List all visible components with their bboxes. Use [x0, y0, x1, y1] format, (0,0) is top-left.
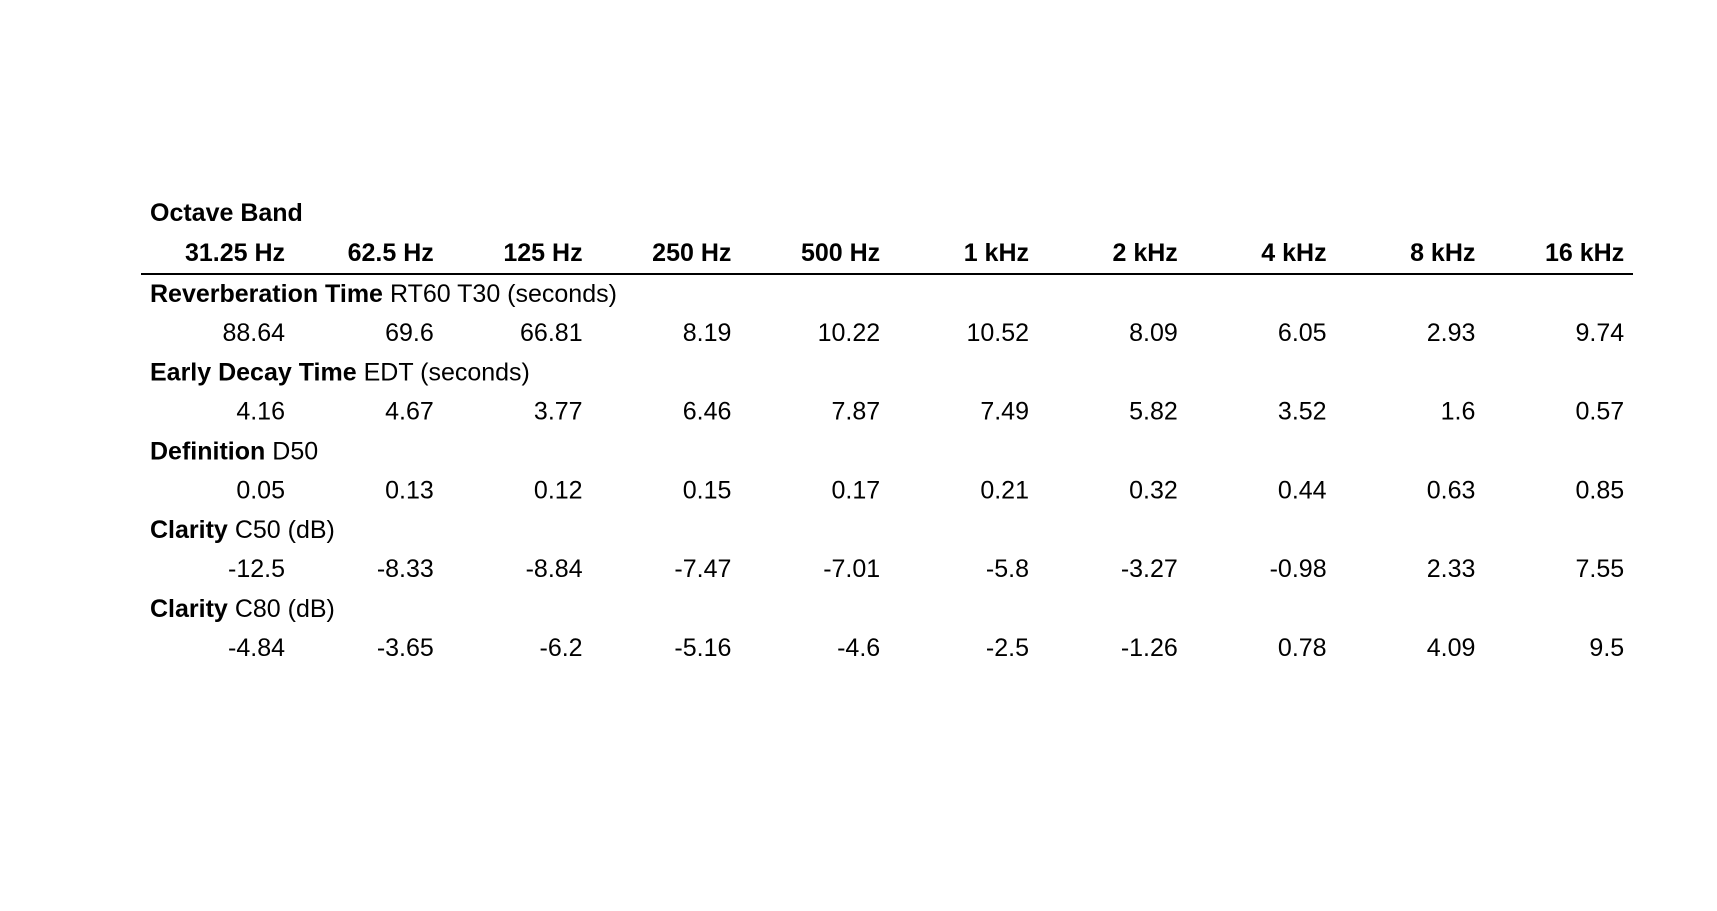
cell-value: 0.44 — [1278, 476, 1327, 504]
column-header: 8 kHz — [1410, 239, 1475, 267]
section-label-bold: Early Decay Time — [150, 359, 357, 387]
section-label-rest: C50 (dB) — [235, 516, 335, 544]
cell-value: 0.15 — [683, 476, 732, 504]
cell-value: 4.09 — [1427, 634, 1476, 662]
cell-value: -5.16 — [674, 634, 731, 662]
section-label-rest: EDT (seconds) — [364, 359, 530, 387]
section-label-rest: D50 — [272, 437, 318, 465]
section-label: Definition D50 — [150, 437, 318, 465]
cell-value: -8.33 — [377, 555, 434, 583]
cell-value: 0.32 — [1129, 476, 1178, 504]
column-header: 62.5 Hz — [348, 239, 434, 267]
cell-value: 5.82 — [1129, 398, 1178, 426]
cell-value: -6.2 — [540, 634, 583, 662]
column-header: 16 kHz — [1545, 239, 1624, 267]
cell-value: 0.85 — [1576, 476, 1625, 504]
cell-value: -3.27 — [1121, 555, 1178, 583]
table-title: Octave Band — [150, 199, 303, 227]
section-label: Clarity C50 (dB) — [150, 516, 335, 544]
cell-value: 6.46 — [683, 398, 732, 426]
section-label-rest: C80 (dB) — [235, 595, 335, 623]
cell-value: -3.65 — [377, 634, 434, 662]
cell-value: 10.52 — [966, 319, 1029, 347]
cell-value: 3.52 — [1278, 398, 1327, 426]
cell-value: 9.5 — [1589, 634, 1624, 662]
cell-value: 0.21 — [980, 476, 1029, 504]
column-header: 250 Hz — [652, 239, 731, 267]
cell-value: 69.6 — [385, 319, 434, 347]
cell-value: 8.09 — [1129, 319, 1178, 347]
section-label: Clarity C80 (dB) — [150, 595, 335, 623]
cell-value: 1.6 — [1441, 398, 1476, 426]
cell-value: 0.17 — [832, 476, 881, 504]
cell-value: 0.13 — [385, 476, 434, 504]
cell-value: -8.84 — [526, 555, 583, 583]
cell-value: 0.78 — [1278, 634, 1327, 662]
cell-value: 66.81 — [520, 319, 583, 347]
cell-value: 6.05 — [1278, 319, 1327, 347]
column-header: 2 kHz — [1112, 239, 1177, 267]
cell-value: 7.49 — [980, 398, 1029, 426]
cell-value: 0.12 — [534, 476, 583, 504]
column-header: 31.25 Hz — [185, 239, 285, 267]
column-header: 4 kHz — [1261, 239, 1326, 267]
section-label: Reverberation Time RT60 T30 (seconds) — [150, 280, 617, 308]
column-header: 125 Hz — [503, 239, 582, 267]
section-label-bold: Reverberation Time — [150, 280, 383, 308]
cell-value: 88.64 — [222, 319, 285, 347]
section-label: Early Decay Time EDT (seconds) — [150, 359, 530, 387]
section-label-rest: RT60 T30 (seconds) — [390, 280, 617, 308]
cell-value: -7.47 — [674, 555, 731, 583]
cell-value: -12.5 — [228, 555, 285, 583]
cell-value: -1.26 — [1121, 634, 1178, 662]
cell-value: 0.57 — [1576, 398, 1625, 426]
column-header: 500 Hz — [801, 239, 880, 267]
column-header: 1 kHz — [964, 239, 1029, 267]
cell-value: 8.19 — [683, 319, 732, 347]
section-label-bold: Clarity — [150, 595, 228, 623]
cell-value: -5.8 — [986, 555, 1029, 583]
cell-value: 3.77 — [534, 398, 583, 426]
cell-value: 7.87 — [832, 398, 881, 426]
cell-value: 10.22 — [818, 319, 881, 347]
section-label-bold: Definition — [150, 437, 265, 465]
cell-value: 2.33 — [1427, 555, 1476, 583]
cell-value: 0.05 — [236, 476, 285, 504]
cell-value: -2.5 — [986, 634, 1029, 662]
cell-value: 2.93 — [1427, 319, 1476, 347]
cell-value: 4.67 — [385, 398, 434, 426]
cell-value: -0.98 — [1270, 555, 1327, 583]
section-label-bold: Clarity — [150, 516, 228, 544]
cell-value: -4.84 — [228, 634, 285, 662]
cell-value: 9.74 — [1576, 319, 1625, 347]
cell-value: -7.01 — [823, 555, 880, 583]
cell-value: 4.16 — [236, 398, 285, 426]
cell-value: 7.55 — [1576, 555, 1625, 583]
cell-value: 0.63 — [1427, 476, 1476, 504]
cell-value: -4.6 — [837, 634, 880, 662]
